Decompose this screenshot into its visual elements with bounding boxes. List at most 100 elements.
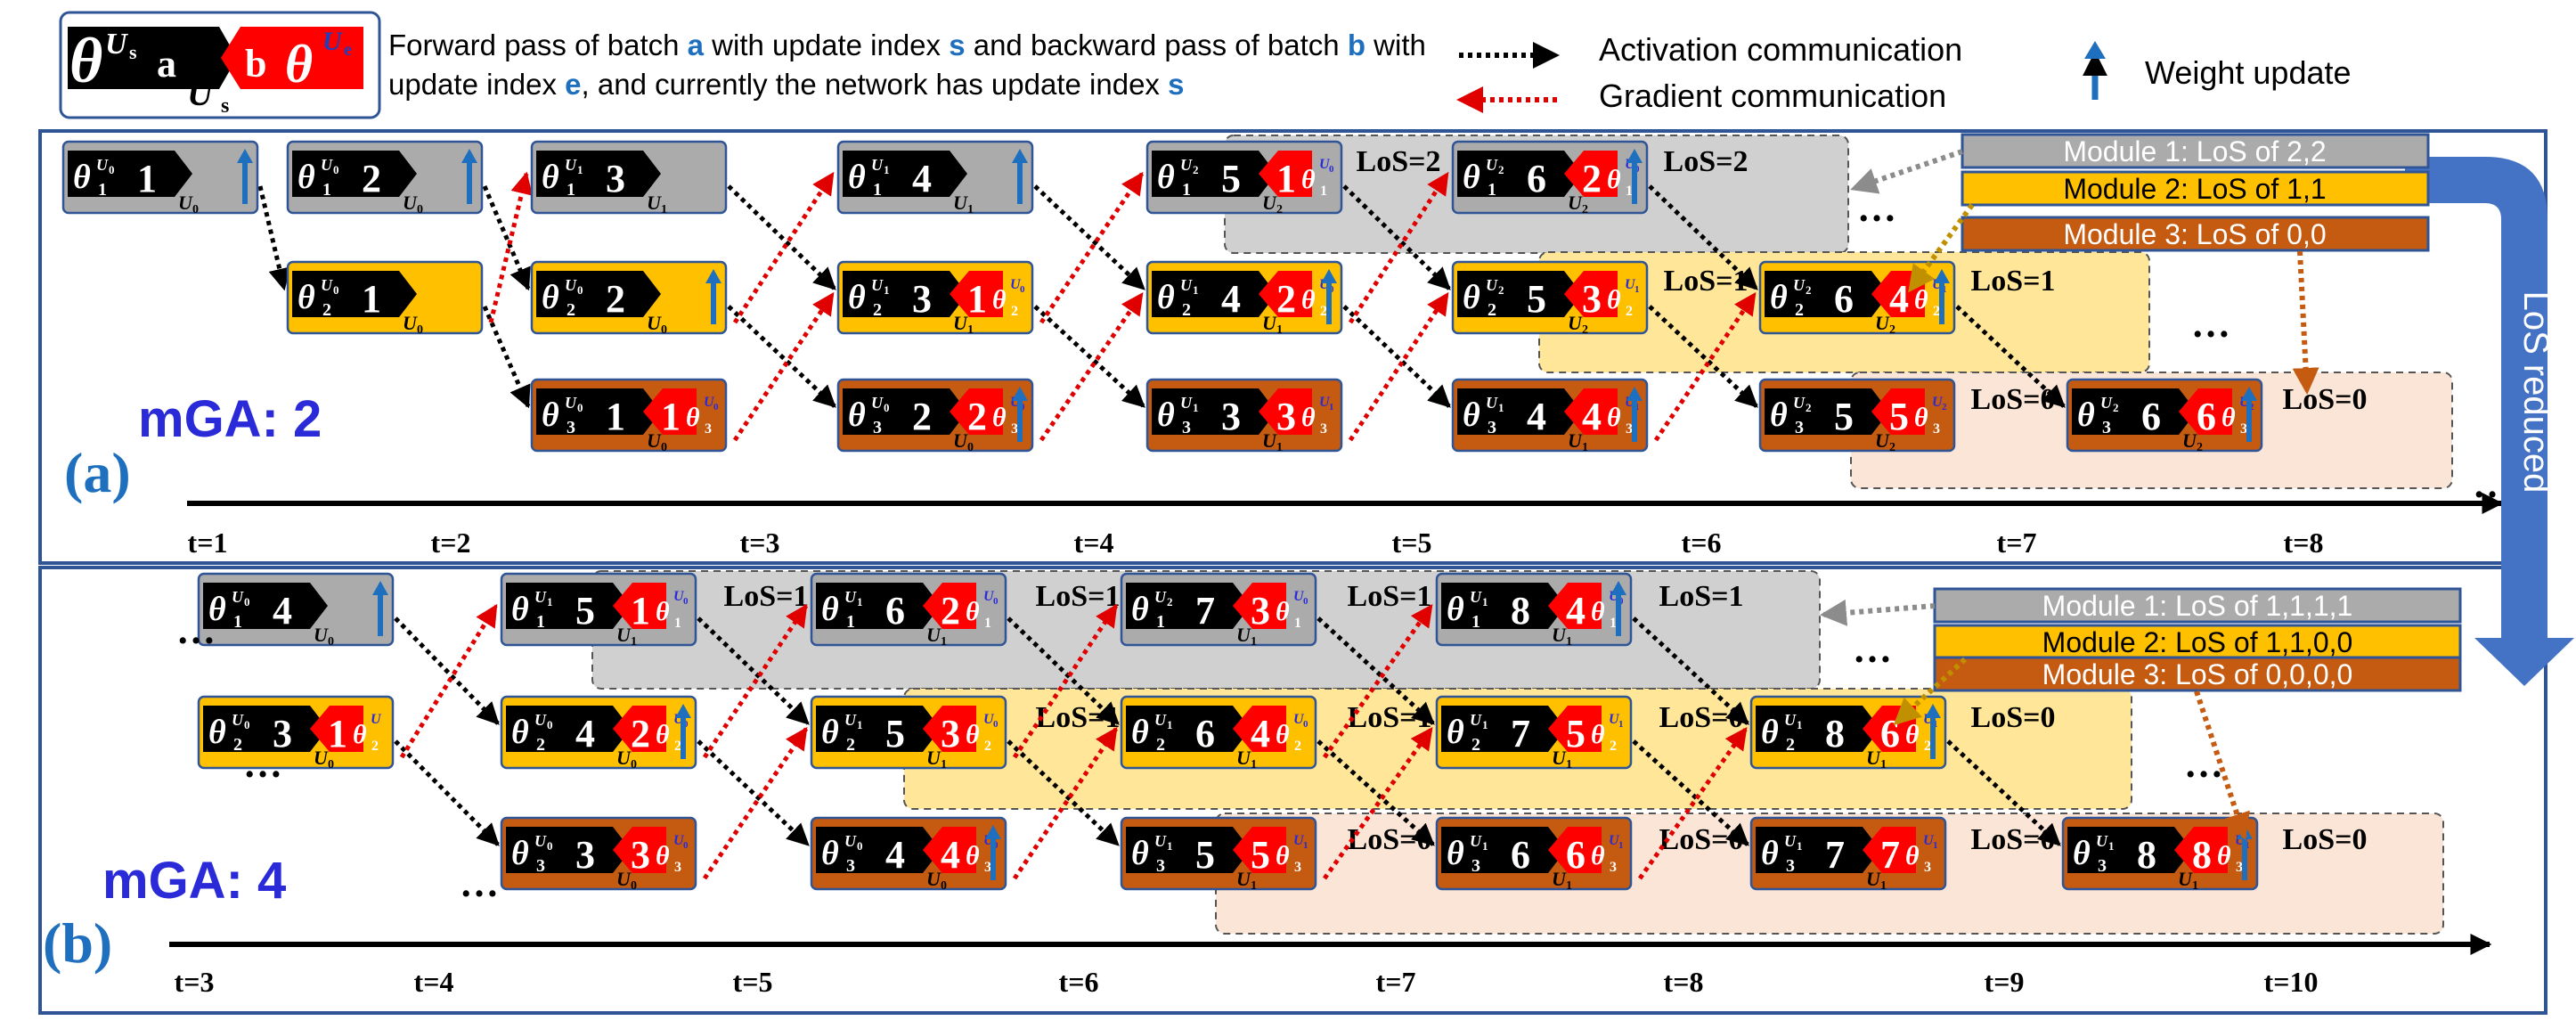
forward-theta: θ bbox=[542, 279, 559, 316]
forward-theta: θ bbox=[511, 835, 529, 872]
backward-theta: θ bbox=[1301, 285, 1316, 314]
backward-update-index: 0 bbox=[1020, 284, 1025, 295]
forward-pass-shape bbox=[1765, 271, 1889, 317]
forward-batch: 8 bbox=[2137, 833, 2156, 877]
forward-update-index: 0 bbox=[244, 595, 250, 608]
pipeline-block: θ 1U 1 3U 1 bbox=[530, 140, 728, 216]
backward-theta: θ bbox=[353, 720, 367, 749]
forward-update-index: 1 bbox=[1482, 595, 1488, 608]
current-U: U bbox=[1262, 192, 1277, 214]
forward-pass-shape bbox=[506, 706, 631, 752]
backward-batch: 1 bbox=[328, 712, 347, 755]
forward-batch: 3 bbox=[606, 157, 625, 200]
current-U: U bbox=[2178, 868, 2193, 890]
los-label: LoS=0 bbox=[1971, 701, 2056, 734]
backward-pass-shape bbox=[1233, 706, 1286, 752]
gradient-arrow bbox=[1322, 726, 1434, 880]
weight-update-icon-head bbox=[1925, 704, 1941, 718]
current-update-index: 2 bbox=[1889, 441, 1895, 454]
activation-arrow bbox=[1317, 739, 1435, 846]
pipeline-blocks: θ 1U 0 1U 0θ 1U 0 2U 0θ 1U 1 3U 1θ 1U 1 4U 1θ 1U 2 5U 21 θ 1U 0… bbox=[61, 140, 2263, 893]
forward-theta: θ bbox=[542, 159, 559, 196]
activation-arrow bbox=[1955, 305, 2066, 408]
weight-update-icon-head bbox=[372, 581, 388, 595]
backward-batch: 4 bbox=[1251, 712, 1270, 755]
forward-pass-shape bbox=[1756, 706, 1880, 752]
forward-theta: θ bbox=[1157, 396, 1175, 434]
backward-module-index: 3 bbox=[1626, 421, 1633, 437]
backward-pass-shape bbox=[1564, 388, 1618, 435]
forward-module-index: 2 bbox=[846, 735, 855, 755]
forward-update-index: 1 bbox=[857, 718, 863, 731]
pipeline-block: θ 3U 2 5U 25 θ 3U 2 bbox=[1758, 378, 1956, 454]
backward-pass-shape bbox=[1259, 151, 1312, 197]
backward-module-index: 3 bbox=[705, 421, 712, 437]
pipeline-block: θ 1U 1 6U 12 θ 1U 0 bbox=[810, 572, 1007, 649]
forward-module-index: 1 bbox=[536, 612, 545, 632]
forward-U: U bbox=[1486, 394, 1498, 412]
current-update-index: 1 bbox=[1582, 441, 1588, 454]
los-label: LoS=2 bbox=[1664, 145, 1749, 178]
forward-U: U bbox=[2096, 832, 2108, 850]
backward-theta: θ bbox=[1591, 597, 1605, 626]
backward-module-index: 1 bbox=[1294, 616, 1301, 631]
activation-arrow bbox=[1342, 305, 1451, 408]
pipeline-block: θ 1U 0 1U 0 bbox=[61, 140, 259, 216]
forward-theta: θ bbox=[1447, 714, 1464, 751]
current-update-index: 1 bbox=[1566, 879, 1572, 893]
activation-arrow bbox=[697, 739, 810, 846]
forward-batch: 6 bbox=[1527, 157, 1546, 200]
forward-module-index: 1 bbox=[873, 180, 882, 200]
backward-pass-shape bbox=[2174, 827, 2228, 873]
backward-module-index: 3 bbox=[2240, 421, 2247, 437]
backward-update-index: 1 bbox=[1329, 402, 1334, 412]
gradient-arrow bbox=[732, 171, 836, 324]
forward-U: U bbox=[1154, 711, 1167, 729]
backward-batch: 4 bbox=[1566, 589, 1586, 633]
backward-module-index: 1 bbox=[1320, 184, 1327, 199]
forward-pass-shape bbox=[68, 151, 192, 197]
forward-module-index: 1 bbox=[1156, 612, 1165, 632]
current-U: U bbox=[1875, 312, 1890, 334]
current-U: U bbox=[926, 747, 942, 769]
weight-update-icon-head bbox=[1321, 269, 1337, 283]
backward-batch: 2 bbox=[1582, 157, 1602, 200]
forward-batch: 8 bbox=[1511, 589, 1530, 633]
backward-theta: θ bbox=[992, 285, 1007, 314]
forward-module-index: 3 bbox=[2102, 418, 2111, 437]
time-label: t=4 bbox=[1074, 527, 1114, 559]
forward-module-index: 2 bbox=[1156, 735, 1165, 755]
module-a-1-box bbox=[1961, 133, 2430, 169]
forward-batch: 4 bbox=[273, 589, 292, 633]
legend-s-under: s bbox=[221, 94, 229, 118]
forward-update-index: 2 bbox=[1806, 401, 1812, 414]
forward-module-index: 2 bbox=[873, 300, 882, 320]
forward-update-index: 1 bbox=[1482, 839, 1488, 853]
time-label: t=9 bbox=[1985, 966, 2025, 998]
weight-update-icon-head bbox=[1610, 581, 1626, 595]
forward-batch: 5 bbox=[1834, 395, 1854, 438]
backward-batch: 5 bbox=[1251, 833, 1270, 877]
pipeline-block: θ3U14U14θ3U1 bbox=[1451, 378, 1649, 454]
forward-U: U bbox=[1486, 276, 1498, 294]
forward-pass-shape bbox=[1441, 706, 1566, 752]
forward-pass-shape bbox=[1126, 827, 1251, 873]
current-update-index: 1 bbox=[631, 635, 637, 649]
forward-U: U bbox=[1470, 832, 1482, 850]
forward-pass-shape bbox=[1457, 271, 1582, 317]
current-update-index: 0 bbox=[328, 758, 334, 772]
los-label: LoS=2 bbox=[1357, 145, 1441, 178]
backward-module-index: 2 bbox=[674, 739, 681, 754]
backward-pass-shape bbox=[310, 706, 363, 752]
legend-b: b bbox=[245, 42, 266, 86]
current-U: U bbox=[1262, 312, 1277, 334]
backward-module-index: 2 bbox=[1294, 739, 1301, 754]
module-a-3-label: Module 3: LoS of 0,0 bbox=[2063, 218, 2326, 250]
current-U: U bbox=[314, 747, 329, 769]
forward-U: U bbox=[1793, 276, 1806, 294]
forward-module-index: 3 bbox=[567, 418, 575, 437]
forward-theta: θ bbox=[848, 159, 866, 196]
backward-update-index: 0 bbox=[713, 402, 719, 412]
forward-theta: θ bbox=[1131, 591, 1149, 628]
backward-pass-shape bbox=[950, 271, 1003, 317]
